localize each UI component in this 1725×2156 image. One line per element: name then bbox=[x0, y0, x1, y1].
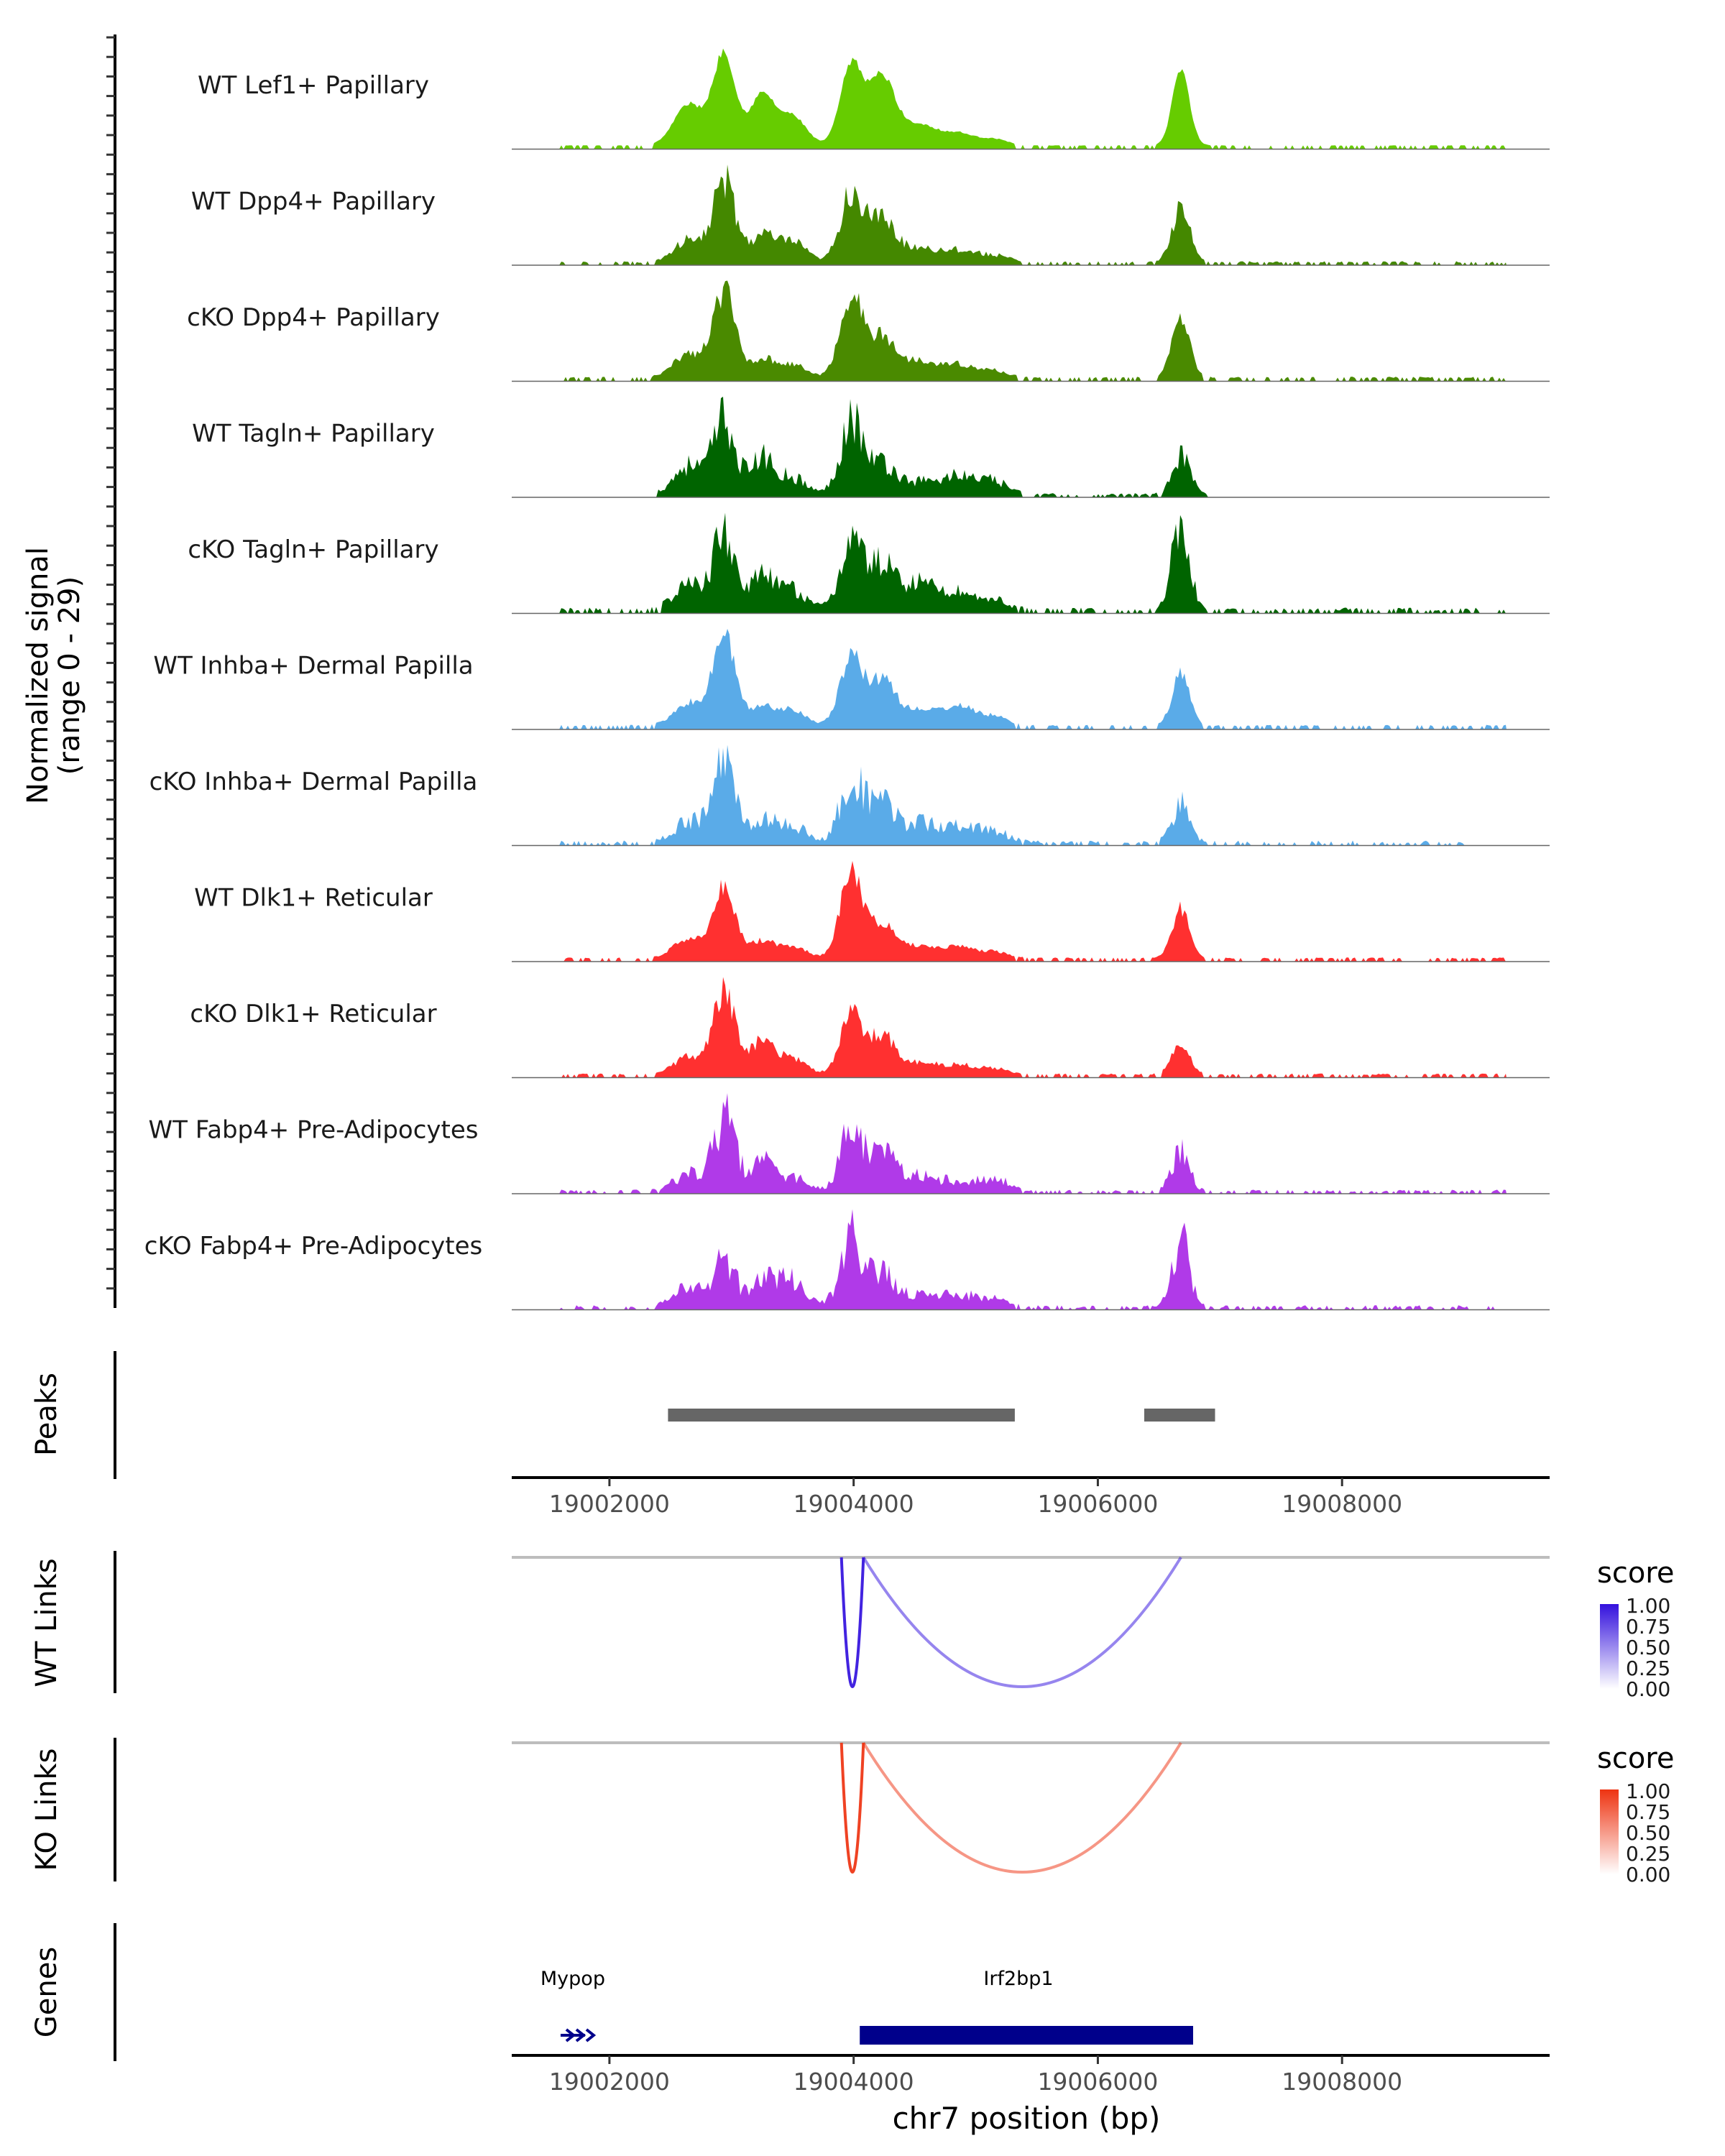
signal-axis-ticks bbox=[106, 36, 115, 1290]
ko-legend-label-025: 0.25 bbox=[1626, 1842, 1670, 1866]
track-label: WT Dpp4+ Papillary bbox=[191, 188, 436, 216]
coverage-track: cKO Inhba+ Dermal Papilla bbox=[150, 745, 1550, 847]
wt-legend-label-000: 0.00 bbox=[1626, 1677, 1670, 1701]
coverage-track: cKO Tagln+ Papillary bbox=[188, 512, 1550, 614]
gene-label: Irf2bp1 bbox=[983, 1968, 1053, 1990]
gene-models: Mypop Irf2bp1 bbox=[540, 1968, 1193, 2045]
wt-legend-title: score bbox=[1597, 1557, 1674, 1590]
gene-model: Mypop bbox=[540, 1968, 605, 2042]
coverage-area bbox=[512, 1093, 1506, 1194]
track-label: WT Dlk1+ Reticular bbox=[194, 884, 433, 913]
ko-score-legend: score 1.00 0.75 0.50 0.25 0.00 bbox=[1597, 1742, 1674, 1886]
genes-panel: Genes Mypop Irf2bp1 bbox=[30, 1923, 1193, 2061]
position-axis-bottom: 19002000 19004000 19006000 19008000 bbox=[512, 2054, 1550, 2096]
coverage-area bbox=[512, 745, 1506, 846]
ko-legend-label-100: 1.00 bbox=[1626, 1779, 1670, 1803]
ko-legend-label-050: 0.50 bbox=[1626, 1821, 1670, 1845]
track-label: cKO Dpp4+ Papillary bbox=[187, 303, 440, 332]
link-arc bbox=[840, 1557, 865, 1688]
track-label: cKO Dlk1+ Reticular bbox=[190, 1000, 436, 1028]
ko-link-arcs bbox=[840, 1741, 1182, 1874]
axis-tick-label: 19008000 bbox=[1282, 1490, 1402, 1518]
strand-arrow-icon bbox=[575, 2028, 586, 2042]
axis-tick-label: 19008000 bbox=[1282, 2068, 1402, 2096]
coverage-area bbox=[512, 629, 1506, 729]
coverage-track: WT Lef1+ Papillary bbox=[198, 48, 1550, 150]
ko-legend-title: score bbox=[1597, 1742, 1674, 1775]
axis-tick-label: 19002000 bbox=[549, 1490, 670, 1518]
track-label: cKO Tagln+ Papillary bbox=[188, 535, 438, 564]
track-label: cKO Fabp4+ Pre-Adipocytes bbox=[144, 1232, 483, 1261]
strand-arrow-icon bbox=[585, 2028, 597, 2042]
wt-links-title: WT Links bbox=[30, 1558, 63, 1687]
track-label: WT Inhba+ Dermal Papilla bbox=[153, 652, 473, 681]
axis-tick-label: 19004000 bbox=[794, 1490, 914, 1518]
track-label: cKO Inhba+ Dermal Papilla bbox=[150, 768, 478, 796]
wt-legend-label-075: 0.75 bbox=[1626, 1615, 1670, 1639]
coverage-area bbox=[512, 165, 1506, 265]
axis-tick-label: 19006000 bbox=[1037, 1490, 1158, 1518]
coverage-area bbox=[512, 48, 1506, 149]
link-arc bbox=[862, 1741, 1182, 1874]
wt-legend-colorbar bbox=[1600, 1604, 1619, 1689]
coverage-track: WT Tagln+ Papillary bbox=[192, 397, 1550, 498]
coverage-track: WT Dpp4+ Papillary bbox=[191, 165, 1550, 266]
ko-links-panel: KO Links bbox=[30, 1738, 1550, 1881]
genes-title: Genes bbox=[30, 1947, 63, 2037]
axis-tick-label: 19006000 bbox=[1037, 2068, 1158, 2096]
strand-arrow-icon bbox=[565, 2028, 576, 2042]
axis-tick-label: 19004000 bbox=[794, 2068, 914, 2096]
coverage-area bbox=[512, 280, 1506, 382]
y-axis-title-line2: (range 0 - 29) bbox=[53, 576, 86, 775]
wt-link-arcs bbox=[840, 1556, 1182, 1688]
peak-regions bbox=[668, 1409, 1215, 1422]
coverage-area bbox=[512, 977, 1506, 1078]
coverage-track: cKO Fabp4+ Pre-Adipocytes bbox=[144, 1209, 1550, 1311]
wt-legend-label-050: 0.50 bbox=[1626, 1636, 1670, 1659]
track-label: WT Tagln+ Papillary bbox=[192, 420, 435, 448]
peaks-panel: Peaks bbox=[30, 1351, 1215, 1479]
link-arc bbox=[862, 1556, 1182, 1688]
peak-region bbox=[1144, 1409, 1215, 1422]
y-axis-title-line1: Normalized signal bbox=[22, 547, 55, 804]
coverage-area bbox=[512, 1209, 1506, 1310]
wt-links-panel: WT Links bbox=[30, 1551, 1550, 1693]
y-axis-title: Normalized signal (range 0 - 29) bbox=[22, 547, 86, 804]
gene-label: Mypop bbox=[540, 1968, 605, 1990]
peaks-title: Peaks bbox=[30, 1373, 63, 1456]
coverage-track: WT Fabp4+ Pre-Adipocytes bbox=[149, 1093, 1550, 1194]
track-label: WT Lef1+ Papillary bbox=[198, 71, 429, 100]
ko-legend-label-075: 0.75 bbox=[1626, 1800, 1670, 1824]
peak-region bbox=[668, 1409, 1015, 1422]
ko-legend-label-000: 0.00 bbox=[1626, 1863, 1670, 1886]
track-label: WT Fabp4+ Pre-Adipocytes bbox=[149, 1116, 479, 1145]
ko-links-title: KO Links bbox=[30, 1749, 63, 1871]
wt-score-legend: score 1.00 0.75 0.50 0.25 0.00 bbox=[1597, 1557, 1674, 1701]
coverage-area bbox=[512, 397, 1506, 497]
link-arc bbox=[840, 1742, 865, 1874]
position-axis-middle: 19002000 19004000 19006000 19008000 bbox=[512, 1476, 1550, 1518]
wt-legend-label-100: 1.00 bbox=[1626, 1594, 1670, 1618]
coverage-track: WT Dlk1+ Reticular bbox=[194, 861, 1550, 962]
gene-model: Irf2bp1 bbox=[860, 1968, 1193, 2045]
coverage-area bbox=[512, 512, 1506, 614]
ko-legend-colorbar bbox=[1600, 1789, 1619, 1874]
axis-tick-label: 19002000 bbox=[549, 2068, 670, 2096]
x-axis-title: chr7 position (bp) bbox=[893, 2101, 1161, 2136]
coverage-area bbox=[512, 861, 1506, 962]
gene-body bbox=[860, 2026, 1193, 2045]
coverage-track: cKO Dpp4+ Papillary bbox=[187, 280, 1550, 382]
coverage-track: cKO Dlk1+ Reticular bbox=[190, 977, 1550, 1079]
coverage-track: WT Inhba+ Dermal Papilla bbox=[153, 629, 1550, 730]
coverage-tracks: WT Lef1+ Papillary WT Dpp4+ Papillary cKO … bbox=[144, 48, 1550, 1311]
wt-legend-label-025: 0.25 bbox=[1626, 1657, 1670, 1680]
